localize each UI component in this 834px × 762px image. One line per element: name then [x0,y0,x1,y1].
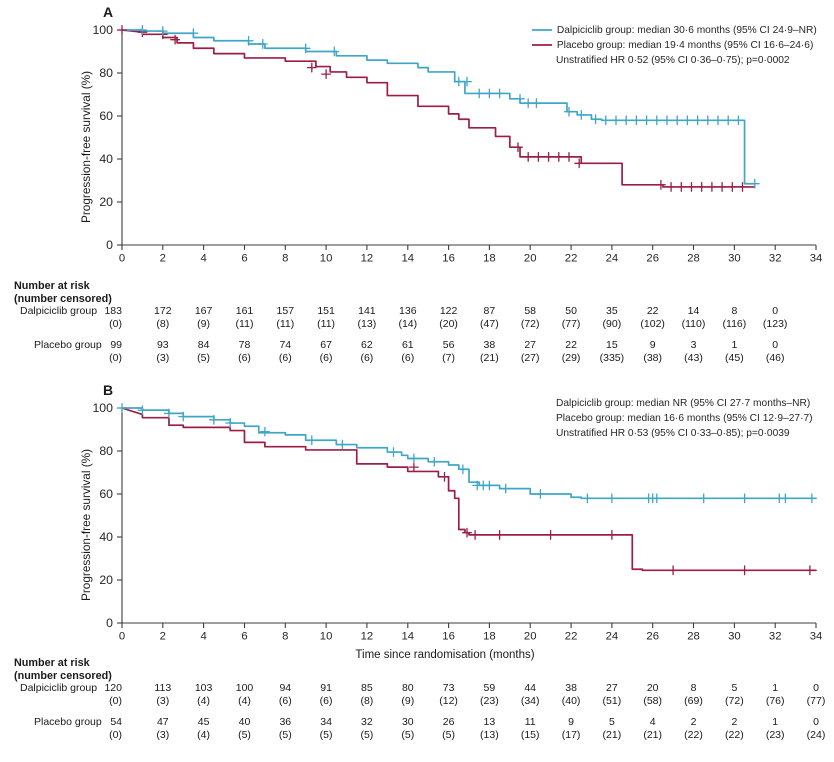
svg-text:32: 32 [769,253,782,263]
svg-text:40: 40 [99,152,113,166]
svg-text:2: 2 [160,253,166,263]
svg-text:0: 0 [119,253,125,263]
svg-text:28: 28 [687,631,700,641]
svg-text:34: 34 [810,631,823,641]
svg-text:16: 16 [442,631,455,641]
svg-text:24: 24 [606,253,619,263]
svg-text:30: 30 [728,631,741,641]
svg-text:12: 12 [361,631,374,641]
svg-text:0: 0 [106,238,113,252]
svg-text:32: 32 [769,631,782,641]
svg-text:100: 100 [92,23,113,37]
svg-text:4: 4 [200,631,206,641]
svg-text:22: 22 [565,631,578,641]
svg-text:24: 24 [606,631,619,641]
svg-text:18: 18 [483,253,496,263]
svg-text:80: 80 [99,66,113,80]
svg-text:0: 0 [106,616,113,630]
svg-text:20: 20 [99,195,113,209]
svg-text:8: 8 [282,253,288,263]
svg-text:6: 6 [241,253,247,263]
svg-text:40: 40 [99,530,113,544]
svg-text:10: 10 [320,631,333,641]
svg-text:20: 20 [524,253,537,263]
svg-text:2: 2 [160,631,166,641]
svg-text:20: 20 [524,631,537,641]
svg-text:10: 10 [320,253,333,263]
svg-text:60: 60 [99,109,113,123]
svg-text:20: 20 [99,573,113,587]
svg-text:22: 22 [565,253,578,263]
svg-text:14: 14 [402,253,415,263]
svg-text:12: 12 [361,253,374,263]
svg-text:6: 6 [241,631,247,641]
svg-text:8: 8 [282,631,288,641]
svg-text:100: 100 [92,401,113,415]
svg-text:80: 80 [99,444,113,458]
svg-text:60: 60 [99,487,113,501]
svg-text:16: 16 [442,253,455,263]
svg-text:34: 34 [810,253,823,263]
svg-text:18: 18 [483,631,496,641]
svg-text:14: 14 [402,631,415,641]
svg-text:26: 26 [646,631,659,641]
svg-text:28: 28 [687,253,700,263]
svg-text:0: 0 [119,631,125,641]
svg-text:4: 4 [200,253,206,263]
svg-text:26: 26 [646,253,659,263]
svg-text:30: 30 [728,253,741,263]
